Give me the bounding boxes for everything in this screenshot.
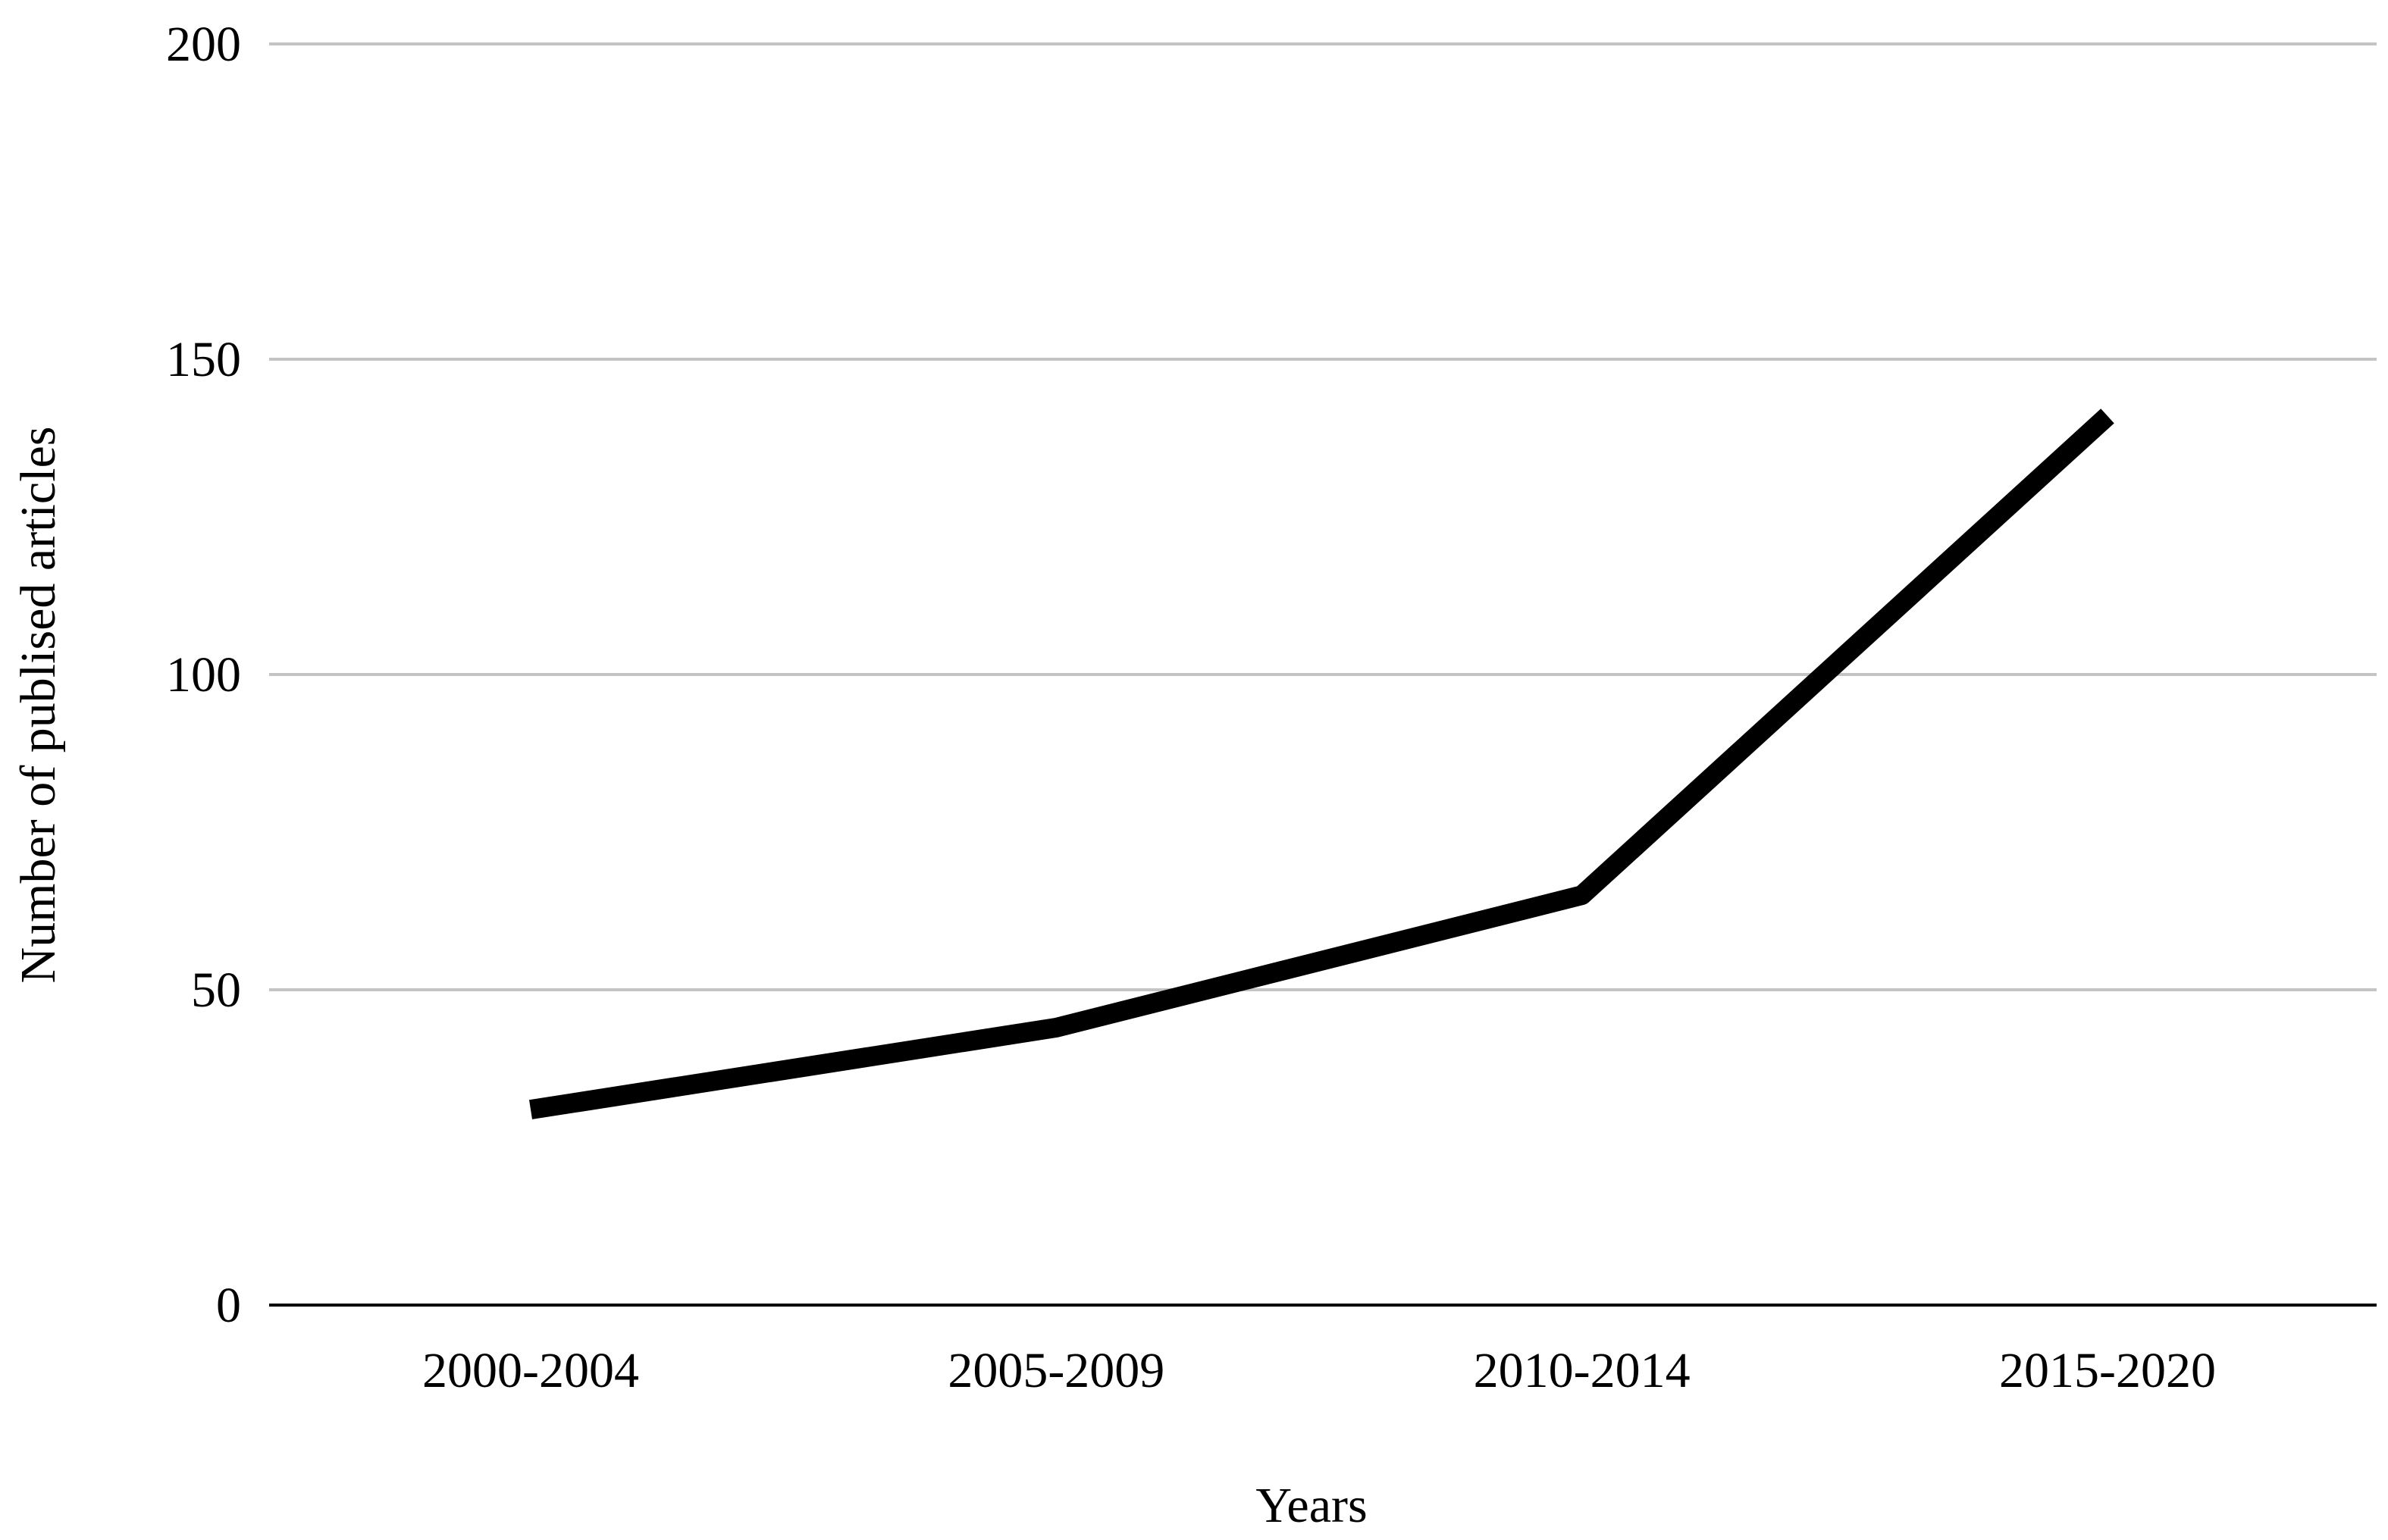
y-tick-label: 100: [166, 647, 241, 703]
y-tick-label: 200: [166, 17, 241, 72]
y-tick-label: 50: [191, 962, 241, 1018]
x-axis-title: Years: [1255, 1478, 1367, 1533]
x-tick-label: 2000-2004: [422, 1343, 639, 1398]
x-tick-label: 2005-2009: [948, 1343, 1164, 1398]
x-tick-label: 2010-2014: [1474, 1343, 1691, 1398]
y-axis-title: Number of publised articles: [11, 427, 66, 984]
grid-layer: [269, 42, 2377, 1307]
y-tick-label: 0: [216, 1278, 241, 1333]
x-tick-label: 2015-2020: [1999, 1343, 2216, 1398]
y-tick-label: 150: [166, 332, 241, 387]
x-tick-labels: 2000-2004 2005-2009 2010-2014 2015-2020: [422, 1343, 2216, 1398]
series-line: [528, 408, 2114, 1119]
y-tick-labels: 0 50 100 150 200: [166, 17, 241, 1333]
series-layer: [528, 408, 2114, 1119]
